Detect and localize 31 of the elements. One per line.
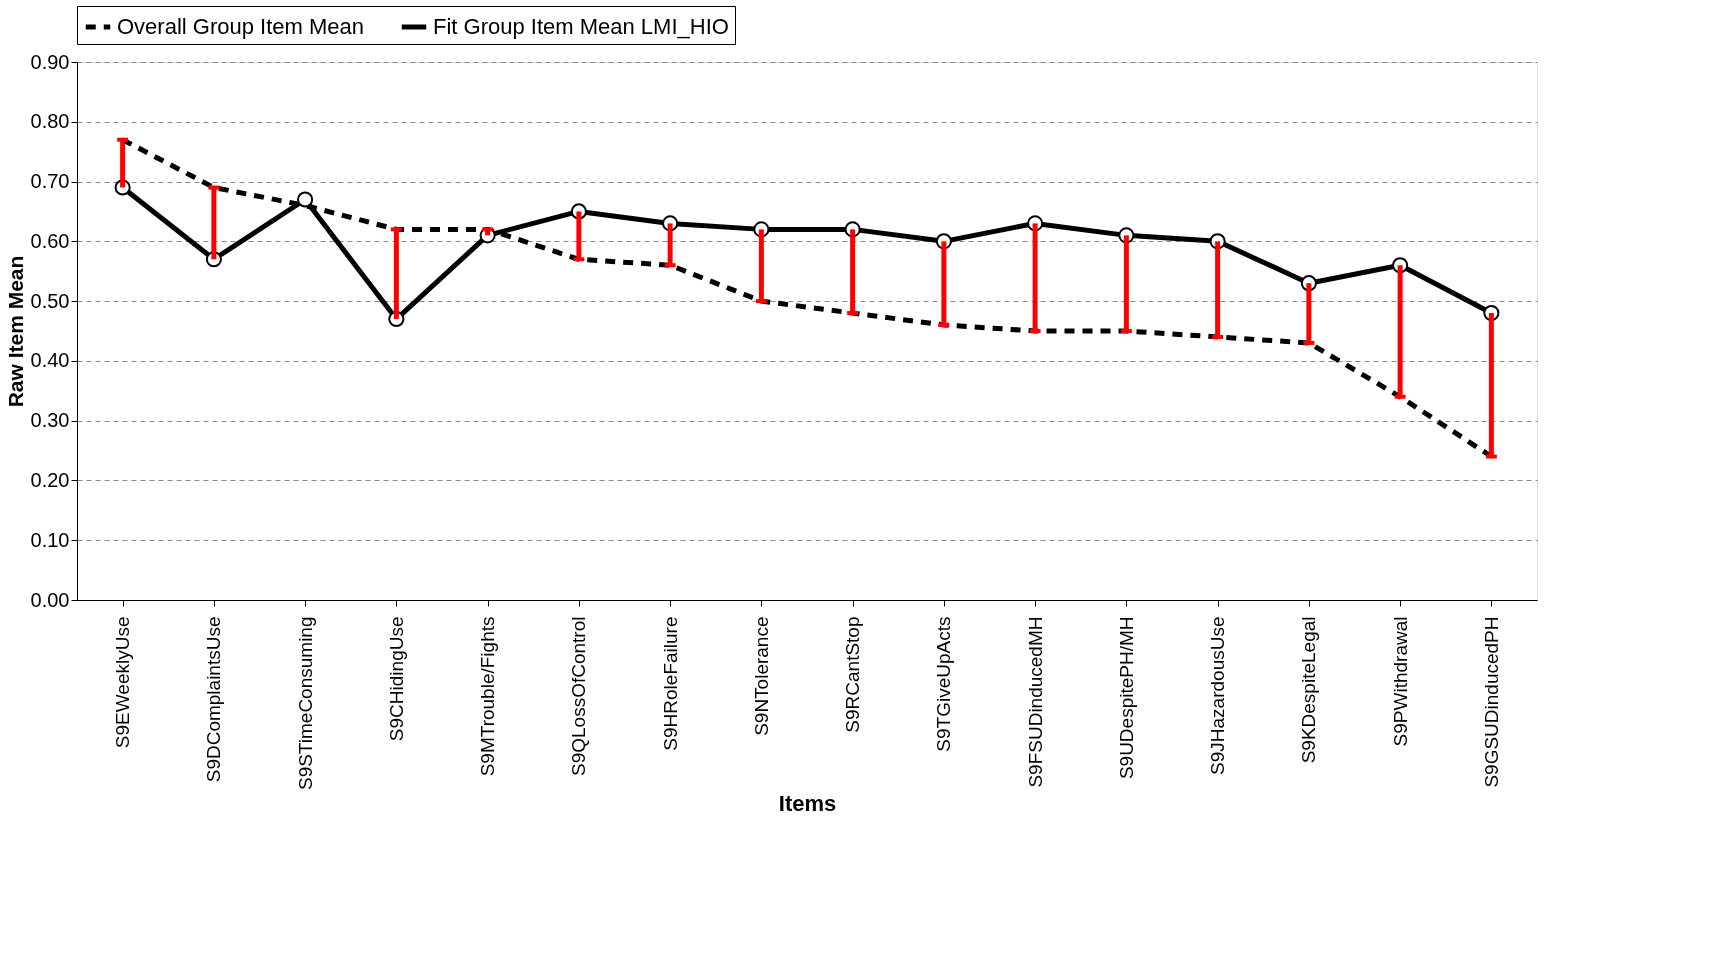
y-axis-title: Raw Item Mean bbox=[3, 255, 27, 408]
legend-label: Fit Group Item Mean LMI_HIO bbox=[433, 14, 729, 39]
y-tick-label: 0.40 bbox=[30, 349, 70, 372]
y-tick-label: 0.60 bbox=[30, 229, 70, 252]
y-tick-label: 0.90 bbox=[30, 50, 70, 73]
x-tick-label: S9FSUDinducedMH bbox=[1024, 616, 1046, 788]
x-tick-label: S9GSUDinducedPH bbox=[1480, 616, 1502, 788]
legend-label: Overall Group Item Mean bbox=[117, 14, 364, 39]
y-tick-label: 0.00 bbox=[30, 588, 70, 611]
x-tick-label: S9STimeConsuming bbox=[294, 616, 316, 791]
y-tick-label: 0.10 bbox=[30, 528, 70, 551]
x-tick-label: S9JHazardousUse bbox=[1207, 616, 1229, 775]
y-tick-label: 0.30 bbox=[30, 409, 70, 432]
x-tick-label: S9QLossOfControl bbox=[568, 616, 590, 776]
x-tick-label: S9TGiveUpActs bbox=[933, 616, 955, 752]
point bbox=[297, 191, 314, 208]
x-tick-label: S9HRoleFailure bbox=[659, 616, 681, 751]
x-tick-label: S9PWithdrawal bbox=[1389, 616, 1411, 747]
y-tick-label: 0.80 bbox=[30, 110, 70, 133]
x-tick-label: S9DComplaintsUse bbox=[203, 616, 225, 783]
y-tick-label: 0.70 bbox=[30, 170, 70, 193]
x-tick-label: S9UDespitePH/MH bbox=[1115, 616, 1137, 780]
x-tick-label: S9EWeeklyUse bbox=[112, 616, 134, 749]
x-tick-label: S9KDespiteLegal bbox=[1298, 616, 1320, 764]
x-tick-label: S9RCantStop bbox=[842, 616, 864, 733]
x-tick-label: S9CHidingUse bbox=[385, 616, 407, 742]
y-tick-label: 0.50 bbox=[30, 289, 70, 312]
x-tick-label: S9MTrouble/Fights bbox=[477, 616, 499, 777]
x-tick-label: S9NTolerance bbox=[750, 616, 772, 736]
y-tick-label: 0.20 bbox=[30, 468, 70, 491]
x-axis-title: Items bbox=[778, 791, 837, 817]
